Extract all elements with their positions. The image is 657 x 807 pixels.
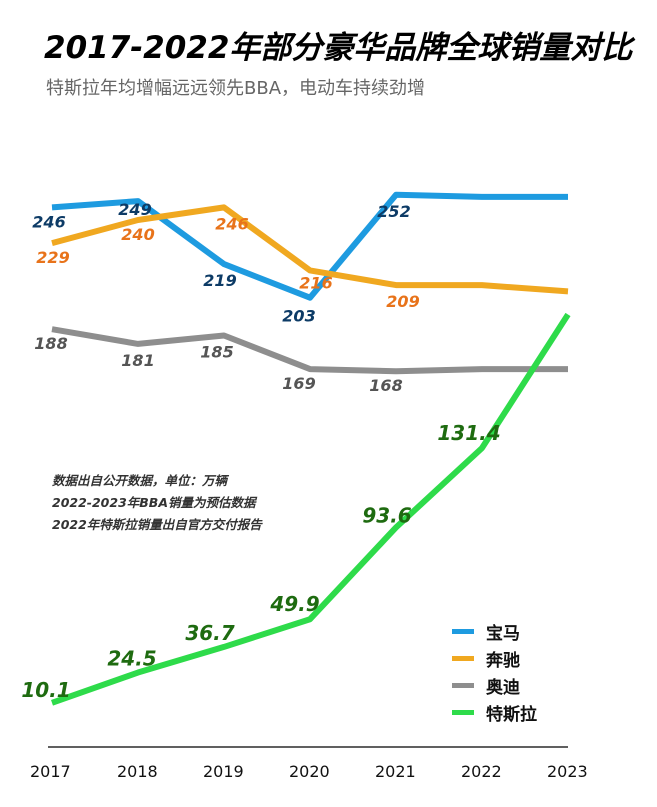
data-label-tesla-2019: 36.7	[185, 621, 234, 645]
chart-title: 2017-2022年部分豪华品牌全球销量对比	[44, 30, 633, 66]
x-tick-label-2022: 2022	[461, 762, 502, 781]
legend-label-bmw: 宝马	[486, 624, 520, 644]
legend-item-audi: 奥迪	[452, 672, 537, 699]
series-line-audi	[51, 326, 568, 375]
x-tick-label-2023: 2023	[547, 762, 588, 781]
data-label-benz-2020: 216	[299, 273, 332, 292]
legend-item-tesla: 特斯拉	[452, 699, 537, 726]
series-line-bmw	[51, 191, 568, 301]
chart-subtitle: 特斯拉年均增幅远远领先BBA，电动车持续劲增	[46, 78, 426, 99]
legend-label-audi: 奥迪	[486, 678, 520, 698]
data-label-audi-2019: 185	[200, 343, 233, 362]
data-label-tesla-2022: 131.4	[437, 421, 500, 445]
legend-swatch-bmw	[452, 629, 474, 634]
x-tick-label-2020: 2020	[289, 762, 330, 781]
data-label-bmw-2020: 203	[282, 307, 315, 326]
note-source: 数据出自公开数据，单位：万辆	[52, 473, 228, 488]
data-label-tesla-2020: 49.9	[269, 592, 319, 616]
data-label-audi-2018: 181	[121, 351, 154, 370]
x-tick-label-2017: 2017	[30, 762, 71, 781]
data-label-tesla-2018: 24.5	[107, 647, 156, 671]
data-label-tesla-2021: 93.6	[362, 503, 411, 527]
data-label-audi-2020: 169	[282, 374, 315, 393]
x-tick-label-2018: 2018	[117, 762, 158, 781]
data-label-bmw-2017: 246	[32, 212, 65, 231]
data-label-benz-2018: 240	[121, 225, 154, 244]
series-line-tesla	[51, 312, 571, 706]
note-estimate: 2022-2023年BBA销量为预估数据	[52, 495, 256, 510]
legend-item-bmw: 宝马	[452, 618, 537, 645]
x-tick-label-2021: 2021	[375, 762, 416, 781]
data-label-audi-2021: 168	[369, 376, 402, 395]
chart-legend: 宝马 奔驰 奥迪 特斯拉	[452, 618, 537, 726]
legend-item-benz: 奔驰	[452, 645, 537, 672]
data-label-bmw-2019: 219	[203, 271, 236, 290]
series-line-benz	[51, 204, 569, 295]
chart-notes: 数据出自公开数据，单位：万辆 2022-2023年BBA销量为预估数据 2022…	[52, 470, 262, 536]
data-label-benz-2019: 246	[215, 214, 248, 233]
data-label-bmw-2021: 252	[377, 202, 410, 221]
legend-label-benz: 奔驰	[486, 651, 520, 671]
legend-swatch-benz	[452, 656, 474, 661]
data-label-audi-2017: 188	[34, 334, 67, 353]
legend-swatch-tesla	[452, 710, 474, 715]
data-label-bmw-2018: 249	[118, 200, 151, 219]
data-label-benz-2017: 229	[36, 248, 69, 267]
x-tick-label-2019: 2019	[203, 762, 244, 781]
data-label-tesla-2017: 10.1	[21, 678, 70, 702]
data-label-benz-2021: 209	[386, 292, 419, 311]
note-tesla: 2022年特斯拉销量出自官方交付报告	[52, 517, 262, 532]
legend-label-tesla: 特斯拉	[486, 705, 537, 725]
legend-swatch-audi	[452, 683, 474, 688]
